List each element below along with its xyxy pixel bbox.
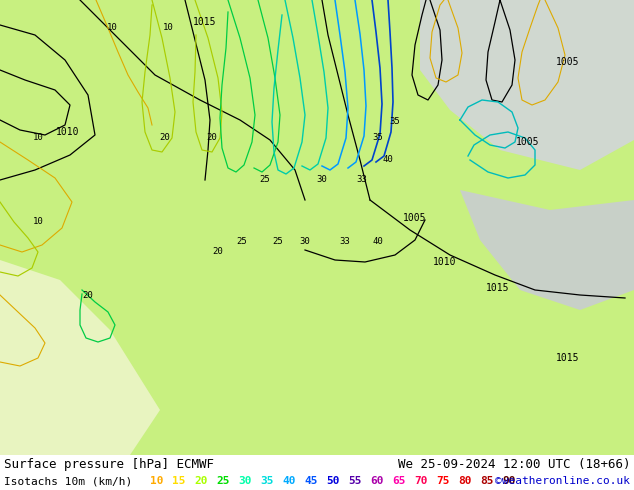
Text: 1005: 1005 [556, 57, 579, 67]
Text: 35: 35 [373, 133, 384, 143]
Text: 25: 25 [236, 238, 247, 246]
Text: 65: 65 [392, 476, 406, 486]
Text: 85: 85 [480, 476, 493, 486]
Text: 75: 75 [436, 476, 450, 486]
Text: 25: 25 [216, 476, 230, 486]
Text: 20: 20 [212, 247, 223, 256]
Text: 1005: 1005 [403, 213, 427, 223]
Text: 33: 33 [356, 175, 367, 185]
Text: 25: 25 [273, 238, 283, 246]
Text: 40: 40 [383, 155, 393, 165]
Text: 30: 30 [238, 476, 252, 486]
Text: 20: 20 [160, 133, 171, 143]
Text: Isotachs 10m (km/h): Isotachs 10m (km/h) [4, 476, 133, 486]
Text: We 25-09-2024 12:00 UTC (18+66): We 25-09-2024 12:00 UTC (18+66) [398, 458, 630, 470]
Text: 50: 50 [326, 476, 339, 486]
Text: 55: 55 [348, 476, 361, 486]
Text: 80: 80 [458, 476, 472, 486]
Text: ©weatheronline.co.uk: ©weatheronline.co.uk [495, 476, 630, 486]
Polygon shape [420, 0, 634, 170]
Text: 25: 25 [260, 175, 270, 185]
Text: 1015: 1015 [193, 17, 217, 27]
Text: Surface pressure [hPa] ECMWF: Surface pressure [hPa] ECMWF [4, 458, 214, 470]
Polygon shape [460, 190, 634, 310]
Text: 30: 30 [300, 238, 311, 246]
Text: 20: 20 [82, 291, 93, 299]
Text: 10: 10 [163, 24, 173, 32]
Text: 1010: 1010 [56, 127, 80, 137]
Text: 20: 20 [194, 476, 207, 486]
Polygon shape [0, 260, 160, 455]
Text: 10: 10 [32, 133, 43, 143]
Text: 1005: 1005 [516, 137, 540, 147]
Text: 35: 35 [390, 118, 401, 126]
Text: 1015: 1015 [556, 353, 579, 363]
Text: 1015: 1015 [486, 283, 510, 293]
Text: 40: 40 [373, 238, 384, 246]
Text: 40: 40 [282, 476, 295, 486]
Text: 10: 10 [32, 218, 43, 226]
Bar [0, 455, 634, 490]
Text: 60: 60 [370, 476, 384, 486]
Text: 1010: 1010 [433, 257, 456, 267]
Text: 33: 33 [340, 238, 351, 246]
Text: 45: 45 [304, 476, 318, 486]
Text: 30: 30 [316, 175, 327, 185]
Text: 10: 10 [107, 24, 117, 32]
Text: 70: 70 [414, 476, 427, 486]
Text: 35: 35 [260, 476, 273, 486]
Text: 10: 10 [150, 476, 164, 486]
Text: 20: 20 [207, 133, 217, 143]
Text: 90: 90 [502, 476, 515, 486]
Text: 15: 15 [172, 476, 186, 486]
